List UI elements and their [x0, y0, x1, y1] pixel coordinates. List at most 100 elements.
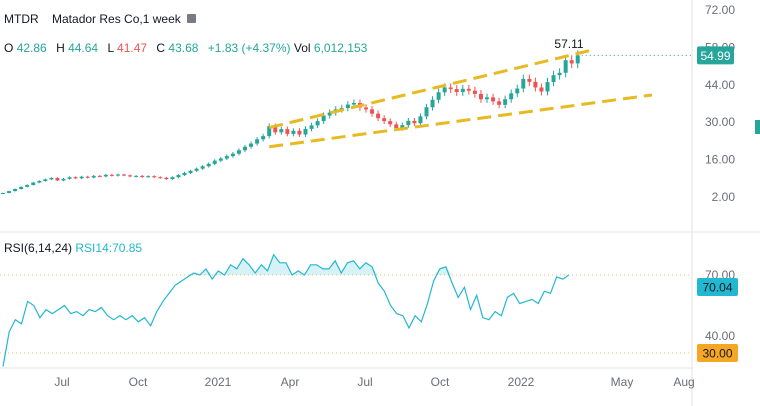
time-tick-label: Apr — [281, 375, 300, 389]
price-pane: 57.11 — [1, 37, 692, 195]
candle-body — [122, 174, 126, 176]
candle-body — [194, 168, 199, 171]
price-tick-label: 16.00 — [705, 153, 735, 167]
trend-line-upper — [268, 48, 594, 130]
candle-body — [97, 175, 102, 177]
price-tick-label: 30.00 — [705, 115, 735, 129]
high-label: H — [56, 41, 65, 55]
rsi-line — [2, 253, 570, 367]
rsi-tick-label: 40.00 — [705, 329, 735, 343]
close-label: C — [156, 41, 166, 55]
candle-body — [442, 87, 447, 93]
low-value: 41.47 — [117, 41, 148, 55]
candle-body — [460, 88, 465, 93]
candle-body — [466, 88, 471, 91]
candle-body — [297, 130, 302, 135]
rsi-indicator-name[interactable]: RSI(6,14,24) — [4, 241, 73, 255]
change-value: +1.83 (+4.37%) — [207, 41, 291, 55]
candle-body — [19, 186, 24, 189]
candle-body — [430, 99, 435, 108]
open-label: O — [4, 41, 14, 55]
candle-body — [230, 153, 235, 157]
candle-body — [79, 176, 84, 179]
candle-body — [454, 89, 459, 93]
open-value: 42.86 — [16, 41, 47, 55]
volume-value: 6,012,153 — [313, 41, 368, 55]
candle-body — [267, 126, 272, 137]
candle-body — [279, 129, 284, 133]
candle-body — [291, 130, 296, 134]
candle-body — [315, 121, 320, 126]
candle-body — [134, 175, 139, 177]
price-badge — [697, 46, 734, 65]
candle-body — [563, 60, 568, 73]
notes-icon[interactable] — [186, 14, 196, 23]
candle-body — [351, 102, 356, 105]
candle-body — [521, 78, 526, 89]
candle-body — [406, 120, 411, 126]
candle-body — [376, 113, 381, 119]
candle-body — [394, 124, 399, 129]
time-tick-label: Oct — [431, 375, 450, 389]
candle-body — [503, 99, 508, 105]
rsi-overbought-fill — [3, 254, 569, 275]
price-tick-label: 44.00 — [705, 78, 735, 92]
candle-body — [418, 116, 423, 124]
candle-body — [255, 139, 260, 144]
candle-body — [345, 104, 350, 109]
low-label: L — [107, 41, 114, 55]
candle-body — [67, 177, 72, 179]
candle-body — [109, 174, 114, 176]
candle-body — [327, 112, 332, 116]
candle-body — [261, 136, 266, 140]
symbol-label[interactable]: MTDR — [4, 12, 39, 26]
candle-body — [491, 97, 496, 102]
time-tick-label: 2021 — [205, 375, 232, 389]
candle-body — [236, 150, 241, 154]
candle-body — [557, 72, 562, 76]
peak-label: 57.11 — [554, 37, 583, 51]
candle-body — [224, 156, 229, 159]
candle-body — [200, 166, 205, 169]
candle-body — [212, 160, 217, 164]
candle-body — [273, 126, 278, 133]
time-tick-label: Jul — [357, 375, 372, 389]
candle-body — [176, 175, 181, 178]
overlay-marker — [755, 120, 760, 134]
candle-body — [448, 87, 453, 90]
candle-body — [37, 180, 42, 183]
rsi-indicator-value: RSI14:70.85 — [75, 241, 143, 255]
candle-body — [364, 107, 368, 110]
candle-body — [152, 176, 157, 178]
candle-body — [321, 115, 326, 122]
ohlc-row: O 42.86 H 44.64 L 41.47 C 43.68 +1.83 (+… — [4, 41, 367, 55]
candle-body — [91, 175, 96, 178]
candle-body — [412, 120, 417, 124]
candle-body — [509, 93, 514, 100]
candle-body — [31, 182, 36, 185]
candle-body — [55, 178, 60, 181]
candle-body — [164, 177, 169, 180]
candle-body — [472, 90, 477, 94]
high-value: 44.64 — [68, 41, 99, 55]
axes: 72.0058.0044.0030.0016.002.0054.9970.004… — [54, 3, 760, 389]
candle-body — [73, 177, 78, 179]
time-tick-label: 2022 — [508, 375, 535, 389]
candle-body — [497, 101, 502, 105]
candle-body — [533, 81, 538, 88]
candle-body — [249, 143, 254, 147]
candle-body — [182, 172, 187, 176]
rsi-pane — [0, 253, 692, 367]
price-tick-label: 2.00 — [712, 190, 736, 204]
rsi-badge — [697, 278, 738, 296]
candle-body — [49, 178, 54, 180]
price-tick-label: 72.00 — [705, 3, 735, 17]
candle-body — [103, 174, 108, 177]
candle-body — [170, 177, 175, 180]
candle-body — [551, 75, 556, 83]
symbol-title-row: MTDR Matador Res Co,1 week — [4, 12, 196, 26]
trend-line-lower — [268, 93, 653, 149]
candle-body — [303, 128, 308, 135]
close-value: 43.68 — [168, 41, 199, 55]
